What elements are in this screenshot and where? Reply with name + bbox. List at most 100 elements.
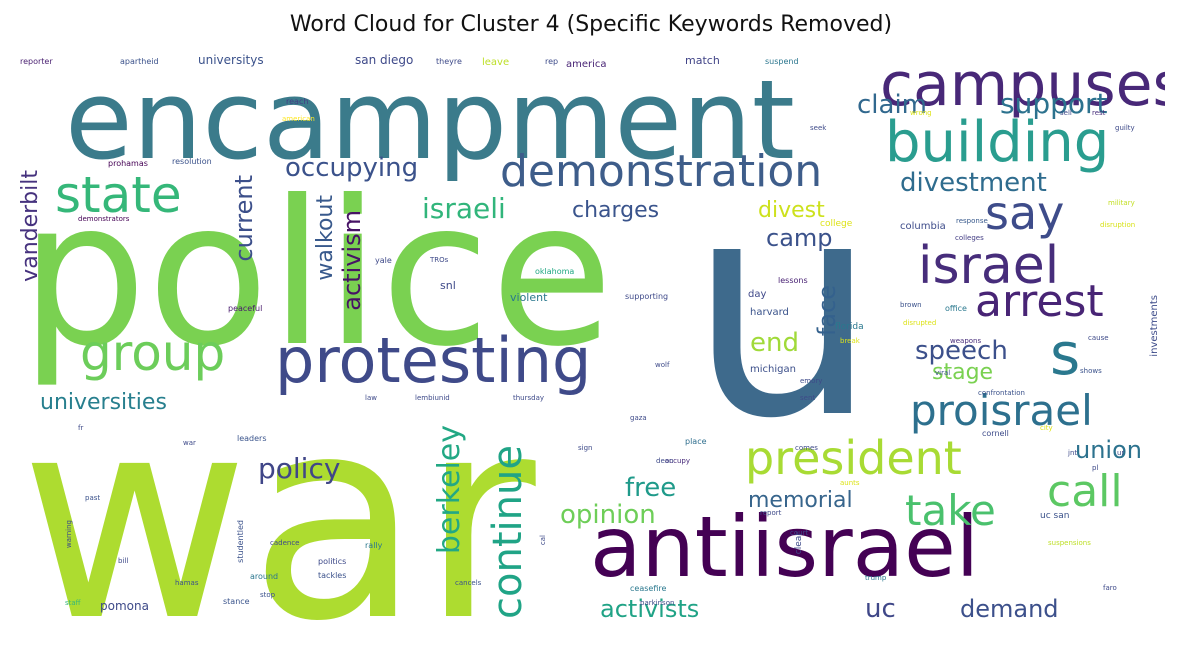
- word-prohamas: prohamas: [108, 159, 148, 168]
- word-aunts: aunts: [840, 479, 860, 487]
- word-take: take: [905, 486, 996, 535]
- word-president: president: [745, 431, 962, 485]
- word-pl: pl: [1092, 464, 1099, 472]
- word-shows: shows: [1080, 367, 1102, 375]
- chart-title: Word Cloud for Cluster 4 (Specific Keywo…: [289, 12, 893, 37]
- word-stance: stance: [223, 597, 250, 606]
- word-state: state: [55, 166, 182, 224]
- word-emory: emory: [800, 377, 823, 385]
- word-trump: trump: [865, 574, 887, 582]
- word-demonstration: demonstration: [500, 146, 823, 197]
- word-free: free: [625, 473, 677, 503]
- word-ceasefire: ceasefire: [630, 584, 667, 593]
- word-cancels: cancels: [455, 579, 482, 587]
- word-investments: investments: [1149, 295, 1160, 357]
- word-guilty: guilty: [1115, 124, 1135, 132]
- word-peaceful: peaceful: [228, 304, 263, 313]
- word-match: match: [685, 54, 720, 67]
- word-place: place: [685, 437, 707, 446]
- word-warning: warning: [65, 520, 73, 549]
- word-wrong: wrong: [910, 109, 932, 117]
- word-jnt: jnt: [1068, 449, 1078, 457]
- word-oklahoma: oklahoma: [535, 267, 575, 276]
- word-brown: brown: [900, 301, 922, 309]
- word-opinion: opinion: [560, 500, 656, 530]
- word-florida: florida: [835, 322, 864, 332]
- word-rep: rep: [545, 57, 559, 66]
- word-suspensions: suspensions: [1048, 539, 1091, 547]
- word-hamas: hamas: [175, 579, 199, 587]
- word-leave: leave: [482, 57, 510, 68]
- word-claim: claim: [857, 90, 928, 120]
- word-lessons: lessons: [778, 276, 808, 285]
- word-city: city: [1040, 424, 1053, 432]
- word-police: police: [20, 158, 614, 391]
- word-parkinson: parkinson: [640, 599, 675, 607]
- word-arrest: arrest: [975, 276, 1104, 327]
- word-pomona: pomona: [100, 599, 149, 613]
- word-vanderbilt: vanderbilt: [20, 170, 43, 282]
- word-court: court: [790, 529, 809, 537]
- word-campuses: campuses: [880, 50, 1165, 120]
- word-stage: stage: [932, 360, 994, 385]
- word-cloud: war police u encampment antiisrael protesting…: [20, 50, 1165, 630]
- word-resolution: resolution: [172, 157, 212, 166]
- word-encampment: encampment: [65, 56, 795, 184]
- word-divest: divest: [758, 198, 825, 223]
- word-columbia: columbia: [900, 221, 946, 232]
- word-dean: dean: [656, 457, 674, 465]
- word-memorial: memorial: [748, 488, 853, 513]
- word-war: war: [20, 357, 536, 630]
- word-theyre: theyre: [436, 57, 462, 66]
- word-cornell: cornell: [982, 429, 1009, 438]
- word-studentled: studentled: [236, 520, 245, 563]
- word-day: day: [748, 289, 767, 300]
- word-antiisrael: antiisrael: [590, 498, 980, 596]
- word-rest: rest: [1092, 109, 1106, 117]
- word-bill: bill: [118, 557, 129, 565]
- word-charges: charges: [572, 198, 660, 223]
- word-reach: reach: [286, 97, 309, 106]
- word-tackles: tackles: [318, 571, 347, 580]
- word-report: report: [760, 509, 782, 517]
- word-sell: sell: [1060, 109, 1072, 117]
- word-u: u: [688, 135, 879, 484]
- word-colleges: colleges: [955, 234, 984, 242]
- word-violent: violent: [510, 291, 548, 304]
- word-break: break: [840, 337, 860, 345]
- word-america: america: [566, 59, 607, 70]
- word-building: building: [885, 110, 1110, 175]
- word-confrontation: confrontation: [978, 389, 1025, 397]
- word-faro: faro: [1103, 584, 1117, 592]
- word-american: american: [282, 115, 315, 123]
- word-universities: universities: [40, 390, 167, 415]
- word-s: s: [1050, 320, 1081, 388]
- word-uc: uc: [865, 594, 896, 624]
- word-berkeley: berkeley: [432, 425, 467, 555]
- word-law: law: [365, 394, 377, 402]
- word-israeli: israeli: [422, 192, 506, 225]
- word-camp: camp: [766, 224, 833, 252]
- word-current: current: [230, 175, 258, 262]
- word-military: military: [1108, 199, 1135, 207]
- word-leaders: leaders: [237, 434, 267, 443]
- word-proisrael: proisrael: [910, 386, 1093, 435]
- word-disruption: disruption: [1100, 221, 1136, 229]
- word-demand: demand: [960, 595, 1059, 623]
- word-walkout: walkout: [313, 195, 338, 281]
- word-fr: fr: [78, 424, 84, 432]
- word-cadence: cadence: [270, 539, 300, 547]
- word-harvard: harvard: [750, 307, 789, 318]
- word-war: war: [183, 439, 196, 447]
- word-israel: israel: [918, 236, 1060, 296]
- word-tros: TROs: [430, 256, 449, 264]
- word-viral: viral: [935, 369, 951, 377]
- word-universitys: universitys: [198, 53, 264, 67]
- word-reporter: reporter: [20, 57, 53, 66]
- word-protesting: protesting: [275, 324, 592, 397]
- word-cause: cause: [1088, 334, 1109, 342]
- word-activists: activists: [600, 595, 700, 623]
- word-response: response: [956, 217, 988, 225]
- word-suspend: suspend: [765, 57, 799, 66]
- word-office: office: [945, 304, 967, 313]
